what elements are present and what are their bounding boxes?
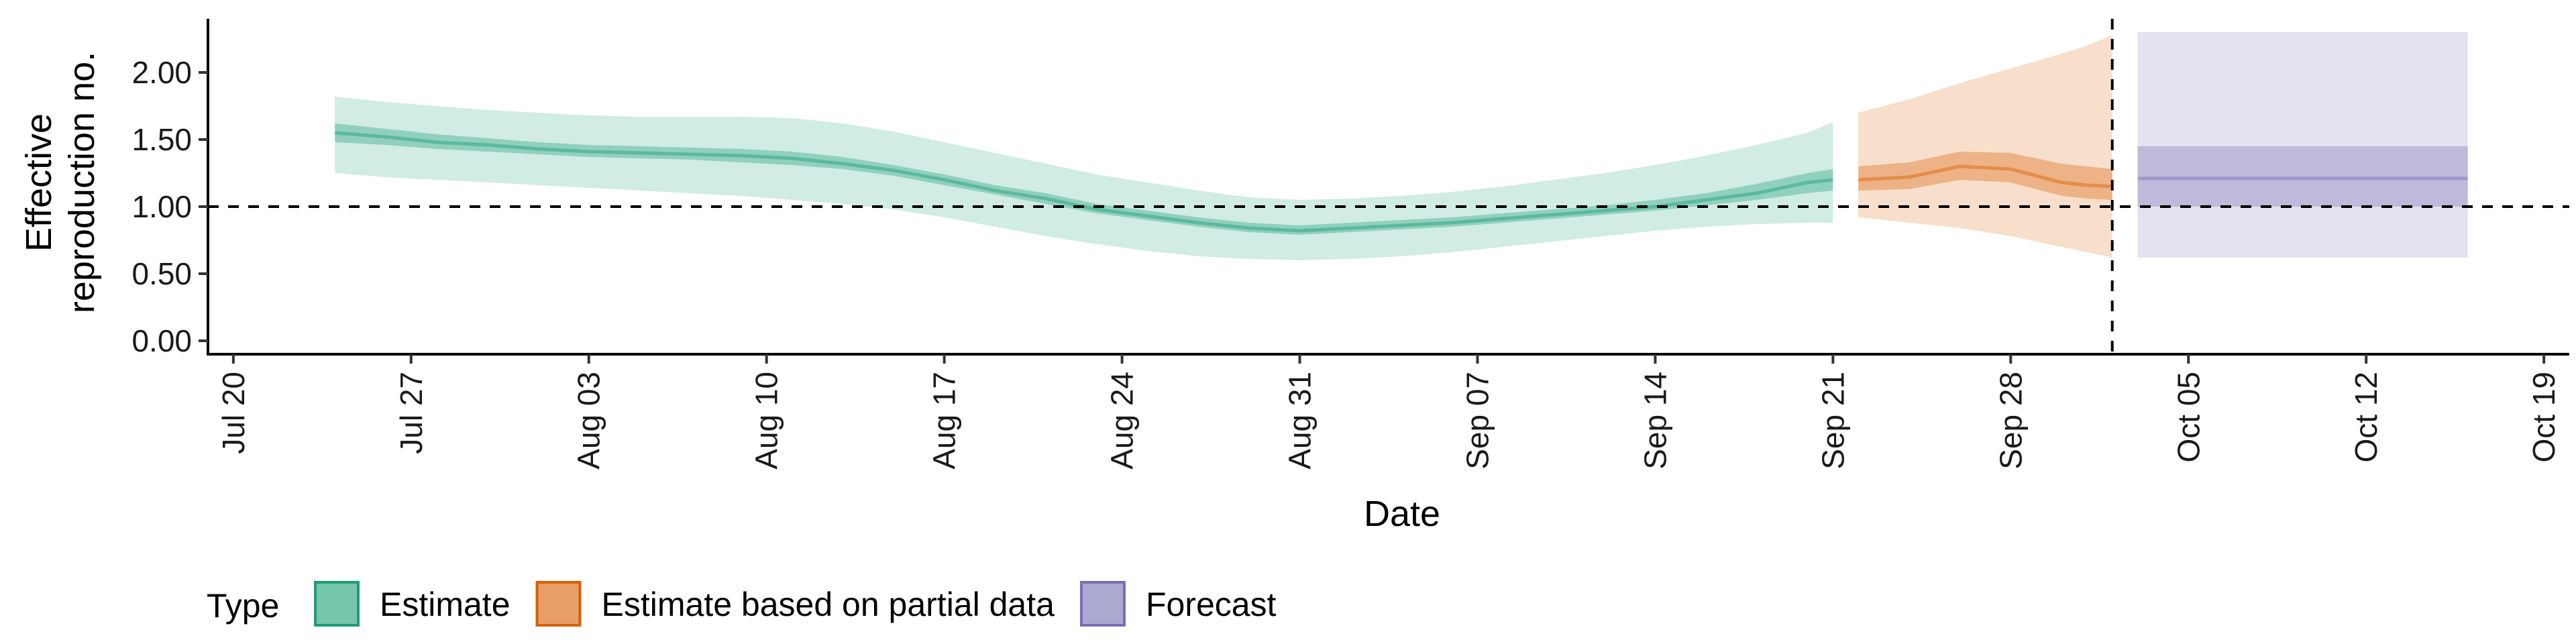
y-tick-label: 1.50 (131, 122, 192, 157)
axes: 0.00 0.50 1.00 1.50 2.00 Jul 20 Jul 27 Aug 03 Au… (19, 19, 2569, 534)
x-tick-label: Oct 05 (2171, 372, 2206, 463)
legend: Type Estimate Estimate based on partial da… (207, 581, 1277, 627)
y-tick-label: 2.00 (131, 55, 192, 90)
x-tick-label: Aug 03 (572, 372, 606, 470)
y-tick-label: 0.00 (131, 323, 192, 358)
x-tick-label: Jul 27 (394, 372, 429, 454)
y-axis-title-line: Effective (19, 113, 59, 252)
x-tick-label: Sep 14 (1638, 372, 1672, 470)
band-90-forecast (2137, 32, 2468, 258)
x-tick-label: Sep 21 (1815, 372, 1850, 470)
x-axis-title: Date (1364, 494, 1440, 534)
legend-swatch-forecast (1079, 581, 1126, 627)
x-tick-label: Sep 28 (1993, 372, 2028, 470)
y-axis-title: Effectivereproduction no. (19, 52, 102, 313)
x-tick-label: Aug 10 (749, 372, 784, 470)
reference-lines (208, 19, 2569, 354)
x-tick-label: Sep 07 (1460, 372, 1495, 470)
x-tick-label: Jul 20 (216, 372, 251, 454)
x-tick-label: Aug 24 (1105, 372, 1140, 470)
uncertainty-bands (335, 32, 2468, 260)
median-line-estimate (335, 131, 1833, 233)
median-line-estimate-based-on-partial-data (1858, 164, 2112, 189)
legend-swatch-estimate-based-on-partial-data (535, 581, 582, 627)
band-20-estimate-based-on-partial-data (1858, 152, 2112, 200)
legend-label-estimate: Estimate (380, 586, 511, 623)
y-axis-title-line: reproduction no. (62, 52, 102, 313)
legend-title: Type (207, 587, 279, 625)
x-tick-label: Aug 17 (927, 372, 962, 470)
legend-swatch-estimate (314, 581, 360, 627)
y-tick-label: 0.50 (131, 256, 192, 291)
x-tick-label: Oct 19 (2526, 372, 2561, 463)
band-90-estimate-based-on-partial-data (1858, 35, 2112, 258)
x-tick-label: Oct 12 (2349, 372, 2383, 463)
x-tick-label: Aug 31 (1283, 372, 1318, 470)
legend-label-estimate-based-on-partial-data: Estimate based on partial data (602, 586, 1055, 623)
band-90-estimate (335, 97, 1833, 260)
y-tick-label: 1.00 (131, 189, 192, 224)
band-20-forecast (2137, 146, 2468, 207)
band-20-estimate (335, 123, 1833, 235)
legend-label-forecast: Forecast (1146, 586, 1277, 623)
